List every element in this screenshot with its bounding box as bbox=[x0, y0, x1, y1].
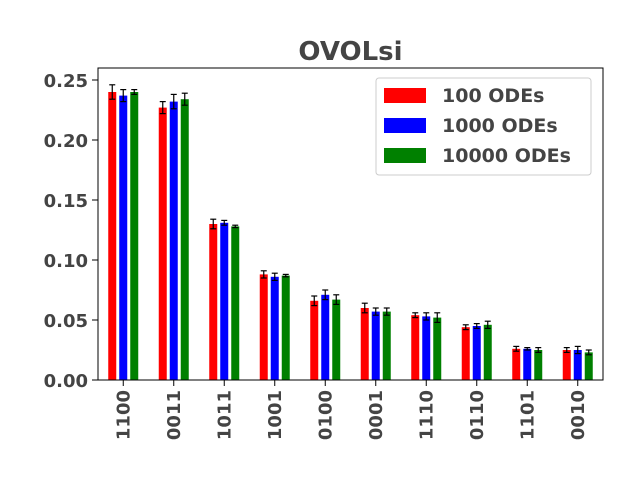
legend-box bbox=[375, 77, 592, 176]
y-axis: 0.00 0.05 0.10 0.15 0.20 0.25 bbox=[44, 71, 98, 392]
x-tick-label: 0110 bbox=[467, 390, 488, 440]
bar bbox=[422, 316, 431, 380]
bar bbox=[512, 348, 521, 380]
bar bbox=[220, 222, 229, 380]
x-tick-label: 1110 bbox=[416, 390, 437, 440]
legend-swatch bbox=[384, 148, 426, 163]
bar bbox=[584, 352, 593, 380]
x-tick-label: 1011 bbox=[214, 390, 235, 440]
bar bbox=[360, 308, 369, 380]
plot-frame bbox=[97, 67, 604, 381]
legend-label: 100 ODEs bbox=[442, 85, 545, 107]
bar bbox=[483, 324, 492, 380]
bar bbox=[158, 107, 167, 380]
y-tick-label: 0.05 bbox=[44, 311, 88, 332]
x-tick-label: 0100 bbox=[315, 390, 336, 440]
bar bbox=[411, 315, 420, 380]
bar bbox=[461, 327, 470, 380]
x-tick-label: 1101 bbox=[517, 390, 538, 440]
bar bbox=[259, 274, 268, 380]
chart-title: OVOLsi bbox=[298, 37, 402, 67]
bar bbox=[321, 294, 330, 380]
bar bbox=[573, 350, 582, 380]
legend-swatch bbox=[384, 118, 426, 133]
y-tick-label: 0.10 bbox=[44, 251, 88, 272]
bar bbox=[270, 276, 279, 380]
bar bbox=[209, 224, 218, 380]
legend-label: 10000 ODEs bbox=[442, 145, 571, 167]
bar bbox=[130, 92, 139, 380]
x-tick-label: 1001 bbox=[265, 390, 286, 440]
bar bbox=[371, 311, 380, 380]
x-tick-label: 0011 bbox=[164, 390, 185, 440]
bar bbox=[433, 317, 442, 380]
bar bbox=[119, 95, 128, 380]
bar bbox=[534, 350, 543, 380]
bar bbox=[310, 300, 319, 380]
bar bbox=[382, 311, 391, 380]
bar bbox=[562, 350, 571, 380]
bar bbox=[108, 92, 117, 380]
bars-layer bbox=[108, 84, 593, 380]
legend-label: 1000 ODEs bbox=[442, 115, 558, 137]
x-tick-label: 1100 bbox=[113, 390, 134, 440]
y-tick-label: 0.00 bbox=[44, 371, 88, 392]
y-tick-label: 0.20 bbox=[44, 131, 88, 152]
legend: 100 ODEs 1000 ODEs 10000 ODEs bbox=[375, 77, 592, 176]
bar bbox=[332, 299, 341, 380]
bar bbox=[180, 99, 189, 380]
x-tick-label: 0010 bbox=[568, 390, 589, 440]
y-tick-label: 0.15 bbox=[44, 191, 88, 212]
bar bbox=[472, 326, 481, 380]
bar bbox=[169, 101, 178, 380]
bar bbox=[523, 348, 532, 380]
y-tick-label: 0.25 bbox=[44, 71, 88, 92]
x-tick-label: 0001 bbox=[366, 390, 387, 440]
bar bbox=[231, 226, 240, 380]
x-axis: 1100 0011 1011 1001 0100 0001 1110 0110 1101 0010 bbox=[113, 380, 589, 440]
bar bbox=[281, 275, 290, 380]
legend-swatch bbox=[384, 88, 426, 103]
